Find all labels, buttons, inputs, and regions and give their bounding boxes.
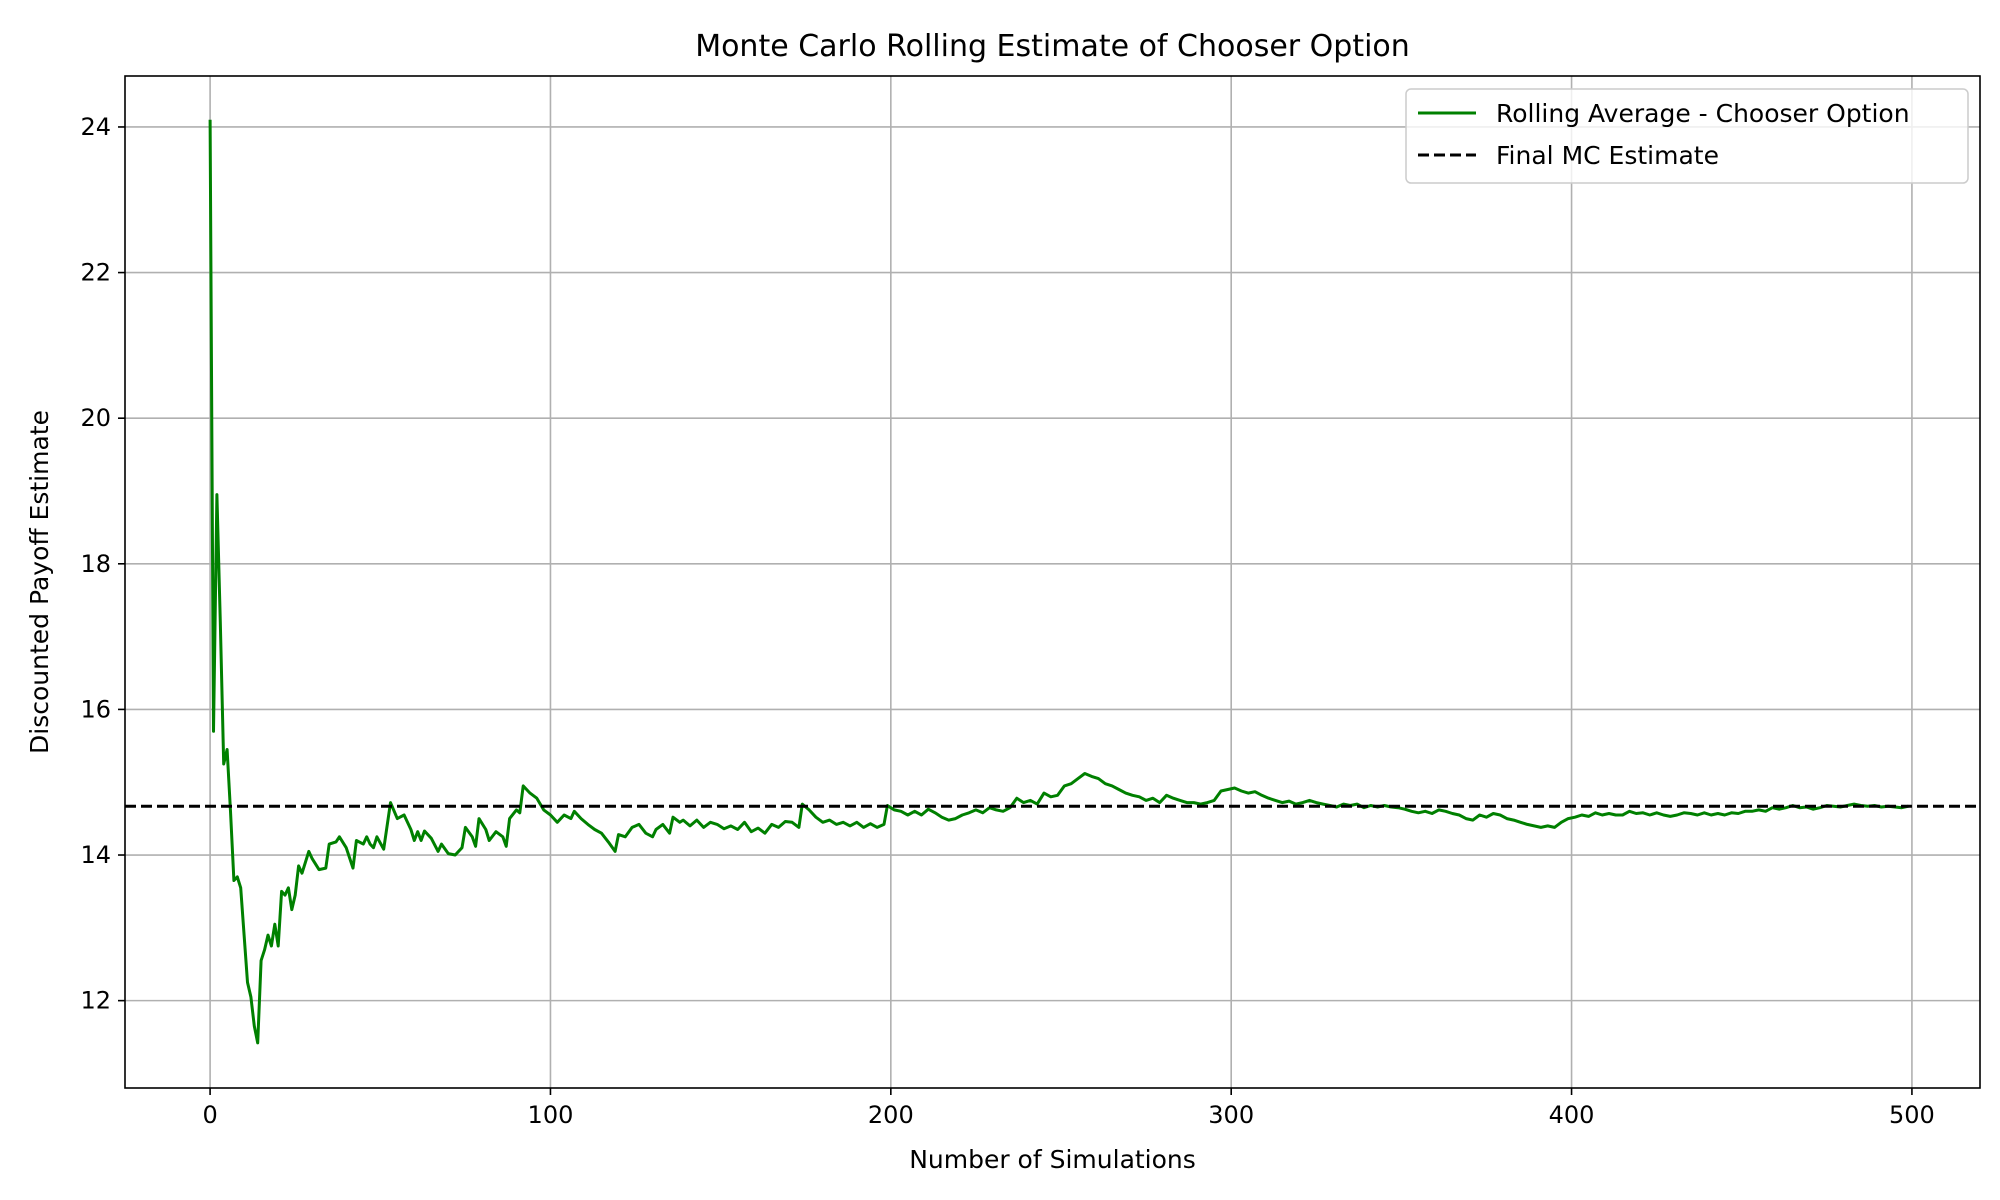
x-axis-ticks: 0 100 200 300 400 500 [202,1088,1935,1129]
legend-label-rolling-average: Rolling Average - Chooser Option [1496,99,1910,128]
y-tick-label: 16 [80,695,111,723]
x-tick-label: 300 [1208,1101,1254,1129]
y-tick-label: 20 [80,404,111,432]
x-tick-label: 500 [1889,1101,1935,1129]
legend: Rolling Average - Chooser Option Final M… [1405,88,1969,184]
chart-title: Monte Carlo Rolling Estimate of Chooser … [695,29,1410,64]
grid [125,76,1980,1088]
y-tick-label: 22 [80,259,111,287]
axes-frame [124,75,1981,1089]
series-line-rolling-average [208,119,1909,1045]
y-tick-label: 18 [80,550,111,578]
plot-area [125,119,1980,1045]
x-tick-label: 100 [528,1101,574,1129]
y-axis-label: Discounted Payoff Estimate [25,410,54,754]
x-axis-label: Number of Simulations [909,1145,1196,1174]
x-tick-label: 200 [868,1101,914,1129]
x-tick-label: 0 [202,1101,217,1129]
y-tick-label: 12 [80,987,111,1015]
legend-box [1405,88,1969,184]
x-tick-label: 400 [1549,1101,1595,1129]
y-tick-label: 14 [80,841,111,869]
legend-label-final-estimate: Final MC Estimate [1496,141,1719,170]
y-tick-label: 24 [80,113,111,141]
y-axis-ticks: 12 14 16 18 20 22 24 [80,113,125,1015]
